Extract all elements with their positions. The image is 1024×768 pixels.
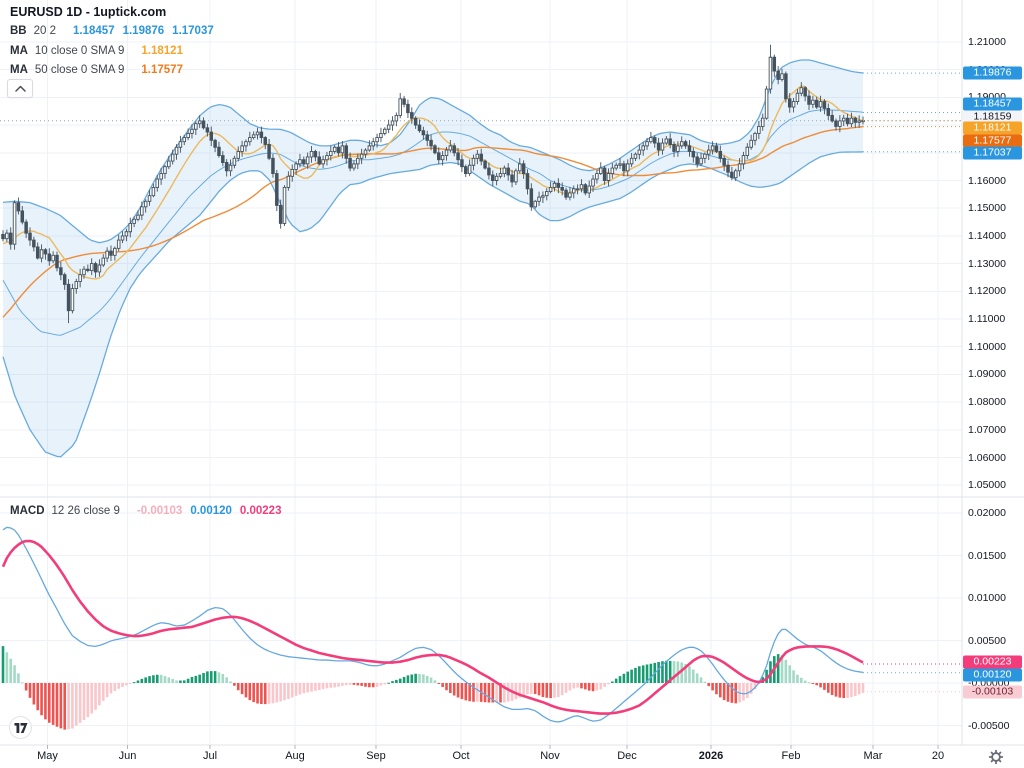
macd-tick-label: 0.02000 bbox=[968, 507, 1006, 519]
price-tick-label: 1.08000 bbox=[968, 396, 1006, 409]
price-tick-label: 1.15000 bbox=[968, 202, 1006, 215]
bollinger-upper-line bbox=[2, 59, 864, 244]
gear-icon bbox=[988, 749, 1004, 765]
axis-value-badge: 1.18457 bbox=[963, 97, 1022, 111]
bollinger-band-fill bbox=[3, 60, 863, 457]
collapse-pane-button[interactable] bbox=[7, 79, 33, 98]
time-tick-label: Oct bbox=[452, 750, 470, 762]
axis-value-badge: -0.00103 bbox=[963, 685, 1022, 699]
bb-params: 20 2 bbox=[33, 25, 57, 37]
axis-value-badge: 0.00120 bbox=[963, 668, 1022, 682]
time-tick-label: Feb bbox=[781, 750, 801, 762]
macd-line-value: 0.00120 bbox=[190, 505, 232, 517]
indicator-row-ma50[interactable]: MA 50 close 0 SMA 9 1.17577 bbox=[10, 64, 183, 76]
macd-signal-value: 0.00223 bbox=[239, 505, 282, 517]
bollinger-lower-line bbox=[2, 151, 864, 458]
bb-basis-value: 1.18457 bbox=[73, 25, 115, 37]
axis-value-badge: 0.00223 bbox=[963, 655, 1022, 669]
macd-histogram-neg-fall bbox=[24, 683, 846, 730]
symbol-title[interactable]: EURUSD 1D - 1uptick.com bbox=[10, 5, 167, 19]
price-tick-label: 1.10000 bbox=[968, 340, 1006, 353]
axis-value-badge: 1.19876 bbox=[963, 66, 1022, 80]
ma50-line bbox=[2, 125, 864, 318]
tradingview-logo[interactable] bbox=[9, 716, 32, 739]
price-tick-label: 1.09000 bbox=[968, 368, 1006, 381]
ma10-label: MA bbox=[10, 45, 28, 57]
price-tick-label: 1.13000 bbox=[968, 257, 1006, 270]
ma50-value: 1.17577 bbox=[141, 64, 183, 76]
axis-value-badge: 1.17037 bbox=[963, 146, 1022, 160]
price-tick-label: 1.21000 bbox=[968, 36, 1006, 48]
price-tick-label: 1.07000 bbox=[968, 423, 1006, 436]
macd-tick-label: -0.00500 bbox=[968, 719, 1010, 732]
time-tick-label: Jul bbox=[202, 750, 218, 762]
price-tick-label: 1.16000 bbox=[968, 174, 1006, 187]
candles-up bbox=[5, 56, 865, 312]
time-tick-label: Aug bbox=[285, 750, 305, 762]
time-tick-label: 2026 bbox=[698, 750, 724, 762]
time-tick-label: 20 bbox=[931, 750, 945, 762]
price-tick-label: 1.06000 bbox=[968, 451, 1006, 464]
macd-tick-label: 0.01500 bbox=[968, 549, 1006, 562]
macd-signal-line bbox=[1, 539, 864, 715]
ma50-params: 50 close 0 SMA 9 bbox=[34, 64, 125, 76]
indicator-row-ma10[interactable]: MA 10 close 0 SMA 9 1.18121 bbox=[10, 45, 183, 57]
time-tick-label: Jun bbox=[118, 750, 137, 762]
axis-value-badge: 1.18121 bbox=[963, 121, 1022, 135]
ma10-params: 10 close 0 SMA 9 bbox=[34, 45, 125, 57]
macd-params: 12 26 close 9 bbox=[51, 505, 120, 517]
indicator-row-macd[interactable]: MACD 12 26 close 9 -0.00103 0.00120 0.00… bbox=[10, 505, 281, 517]
ma10-value: 1.18121 bbox=[141, 45, 183, 57]
price-tick-label: 1.05000 bbox=[968, 479, 1006, 492]
indicator-row-bb[interactable]: BB 20 2 1.18457 1.19876 1.17037 bbox=[10, 25, 214, 37]
ma50-label: MA bbox=[10, 64, 28, 76]
price-tick-label: 1.12000 bbox=[968, 285, 1006, 298]
price-tick-label: 1.11000 bbox=[968, 313, 1006, 325]
time-tick-label: Dec bbox=[617, 750, 637, 762]
axis-value-badge: 1.17577 bbox=[963, 134, 1022, 148]
time-tick-label: Nov bbox=[540, 750, 560, 762]
bb-label: BB bbox=[10, 25, 27, 37]
candles-down bbox=[1, 56, 858, 312]
macd-tick-label: 0.00500 bbox=[968, 634, 1006, 647]
tradingview-logo-icon bbox=[14, 722, 27, 733]
bb-lower-value: 1.17037 bbox=[172, 25, 214, 37]
axis-value-badge: 1.18159 bbox=[963, 110, 1022, 124]
chevron-up-icon bbox=[14, 85, 26, 92]
bb-upper-value: 1.19876 bbox=[122, 25, 165, 37]
time-tick-label: Sep bbox=[366, 750, 386, 762]
settings-button[interactable] bbox=[986, 747, 1006, 767]
macd-tick-label: 0.01000 bbox=[968, 592, 1006, 604]
macd-line bbox=[2, 526, 864, 723]
time-tick-label: Mar bbox=[863, 750, 883, 762]
macd-hist-value: -0.00103 bbox=[136, 505, 183, 517]
time-tick-label: May bbox=[37, 750, 58, 762]
price-tick-label: 1.14000 bbox=[968, 229, 1006, 242]
macd-label: MACD bbox=[10, 505, 45, 517]
